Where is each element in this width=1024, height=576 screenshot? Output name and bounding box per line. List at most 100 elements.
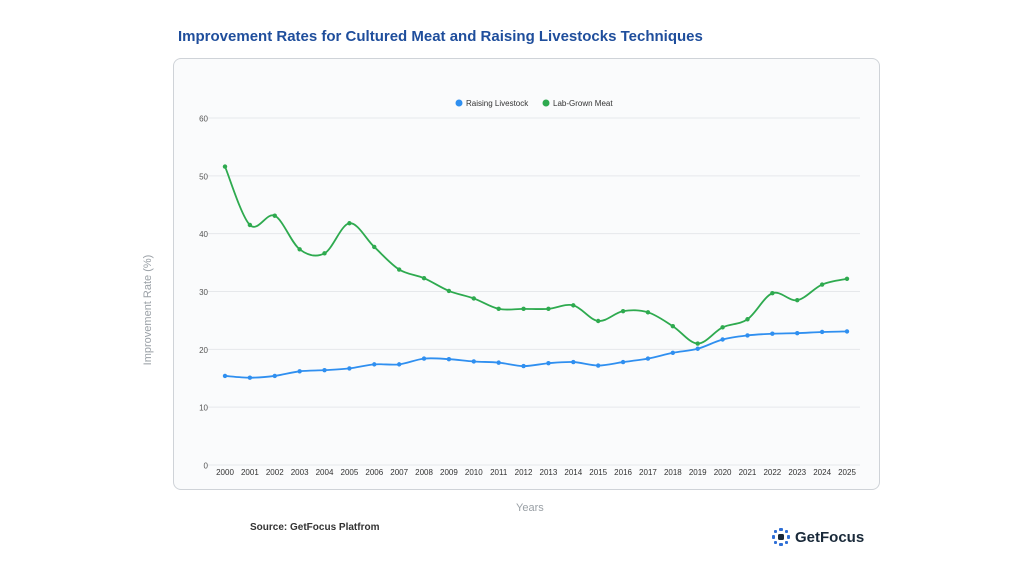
data-point-lab-grown-meat (222, 164, 228, 169)
data-point-lab-grown-meat (347, 221, 352, 226)
data-point-raising-livestock (620, 359, 626, 365)
data-point-lab-grown-meat (695, 341, 700, 346)
legend-marker (542, 99, 550, 107)
data-point-lab-grown-meat (421, 275, 427, 281)
data-point-lab-grown-meat (546, 306, 551, 312)
data-point-lab-grown-meat (571, 303, 576, 308)
legend-marker (455, 99, 463, 107)
data-point-raising-livestock (396, 362, 402, 367)
y-axis-label: Improvement Rate (%) (142, 254, 154, 366)
data-point-raising-livestock (670, 350, 676, 356)
data-point-lab-grown-meat (745, 317, 750, 322)
data-point-raising-livestock (347, 366, 352, 371)
data-point-lab-grown-meat (521, 306, 526, 312)
x-tick-label: 2014 (564, 468, 582, 477)
data-point-raising-livestock (695, 346, 700, 351)
y-tick-label: 40 (199, 230, 208, 239)
x-tick-label: 2011 (490, 468, 508, 477)
series-lines (224, 166, 848, 379)
x-tick-label: 2007 (390, 468, 408, 477)
data-point-lab-grown-meat (396, 267, 402, 272)
data-point-raising-livestock (645, 356, 651, 361)
x-tick-label: 2019 (689, 468, 707, 477)
y-tick-label: 10 (199, 404, 208, 413)
x-tick-label: 2025 (838, 468, 856, 477)
data-point-raising-livestock (421, 356, 427, 361)
x-tick-label: 2018 (664, 468, 682, 477)
data-point-raising-livestock (571, 359, 576, 365)
data-point-raising-livestock (795, 330, 800, 336)
legend-label: Lab-Grown Meat (553, 99, 613, 108)
data-point-lab-grown-meat (247, 222, 253, 228)
data-point-lab-grown-meat (272, 213, 277, 218)
chart-title: Improvement Rates for Cultured Meat and … (178, 28, 703, 45)
data-point-raising-livestock (819, 329, 825, 335)
data-point-lab-grown-meat (795, 297, 800, 303)
data-point-raising-livestock (272, 373, 277, 379)
brand-name: GetFocus (795, 528, 865, 546)
data-point-raising-livestock (222, 373, 228, 379)
data-point-raising-livestock (372, 362, 377, 367)
data-point-lab-grown-meat (446, 288, 452, 294)
x-tick-label: 2016 (614, 468, 632, 477)
y-tick-label: 20 (199, 346, 208, 355)
x-tick-label: 2010 (465, 468, 483, 477)
data-point-lab-grown-meat (770, 291, 775, 296)
x-tick-label: 2022 (763, 468, 781, 477)
x-tick-label: 2002 (266, 468, 284, 477)
x-tick-label: 2006 (365, 468, 383, 477)
x-axis-label: Years (516, 502, 544, 514)
x-tick-label: 2008 (415, 468, 433, 477)
data-point-lab-grown-meat (670, 324, 676, 329)
x-tick-label: 2004 (316, 468, 334, 477)
data-point-lab-grown-meat (322, 251, 327, 256)
data-point-raising-livestock (446, 356, 452, 362)
data-point-lab-grown-meat (471, 296, 476, 301)
legend: Raising Livestock Lab-Grown Meat (455, 99, 613, 108)
data-point-raising-livestock (844, 329, 850, 334)
x-tick-label: 2015 (589, 468, 607, 477)
getfocus-logo-icon (772, 528, 790, 546)
data-point-lab-grown-meat (372, 244, 377, 250)
x-tick-label: 2013 (540, 468, 558, 477)
x-tick-label: 2020 (714, 468, 732, 477)
y-tick-label: 30 (199, 288, 208, 297)
x-tick-label: 2012 (515, 468, 533, 477)
data-point-raising-livestock (521, 363, 526, 369)
data-point-raising-livestock (770, 331, 775, 336)
legend-label: Raising Livestock (466, 99, 529, 108)
data-point-raising-livestock (496, 360, 501, 365)
data-point-lab-grown-meat (496, 306, 501, 312)
data-point-raising-livestock (297, 369, 302, 374)
data-point-raising-livestock (596, 363, 601, 368)
source-note: Source: GetFocus Platfrom (250, 522, 380, 533)
data-point-lab-grown-meat (596, 318, 601, 324)
x-tick-label: 2005 (341, 468, 359, 477)
y-tick-label: 0 (204, 462, 209, 471)
grid-lines (207, 117, 860, 466)
x-tick-label: 2009 (440, 468, 458, 477)
data-point-lab-grown-meat (297, 247, 302, 252)
data-point-lab-grown-meat (620, 308, 626, 314)
series-points (222, 164, 850, 380)
y-tick-label: 50 (199, 172, 208, 181)
x-tick-label: 2024 (813, 468, 831, 477)
x-tick-label: 2001 (241, 468, 259, 477)
x-tick-labels: 2000 2001 2002 2003 2004 2005 2006 2007 2008 2009… (216, 468, 856, 477)
data-point-raising-livestock (247, 375, 253, 380)
series-line-lab-grown-meat (224, 166, 848, 345)
y-tick-label: 60 (199, 115, 208, 124)
data-point-raising-livestock (720, 337, 725, 342)
data-point-lab-grown-meat (844, 276, 850, 281)
data-point-raising-livestock (546, 361, 551, 366)
x-tick-label: 2021 (739, 468, 757, 477)
chart-panel (173, 58, 880, 490)
x-tick-label: 2023 (788, 468, 806, 477)
data-point-lab-grown-meat (720, 325, 725, 330)
data-point-raising-livestock (471, 359, 476, 364)
data-point-lab-grown-meat (819, 282, 825, 287)
y-tick-labels: 0 10 20 30 40 50 60 (199, 115, 208, 471)
data-point-raising-livestock (745, 333, 750, 338)
x-tick-label: 2003 (291, 468, 309, 477)
